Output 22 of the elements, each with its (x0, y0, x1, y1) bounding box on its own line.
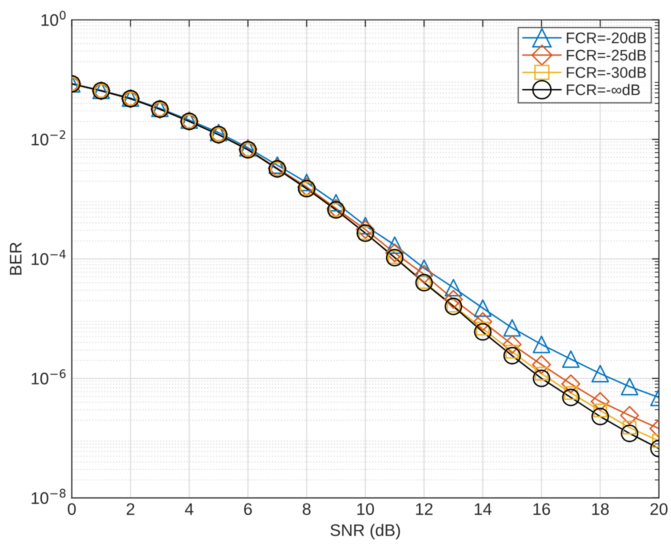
legend-label: FCR=-20dB (566, 32, 646, 44)
legend-label: FCR=-25dB (566, 49, 646, 61)
x-tick-label: 20 (650, 503, 668, 516)
x-tick-label: 4 (184, 503, 194, 515)
y-tick-label: 10$^{−4}$ (32, 250, 66, 265)
x-tick-label: 14 (474, 503, 492, 515)
y-tick-label: 10$^{−2}$ (32, 130, 66, 146)
y-tick-label: 10$^{−8}$ (32, 488, 66, 504)
x-tick-label: 6 (244, 503, 252, 516)
legend-label: FCR=-∞dB (566, 84, 640, 96)
x-tick-label: 16 (534, 503, 550, 516)
y-tick-label: 10$^{0}$ (42, 10, 66, 26)
legend-label: FCR=-30dB (566, 66, 646, 78)
y-axis-title: BER (10, 242, 22, 275)
x-tick-label: 8 (302, 503, 311, 516)
x-tick-label: 2 (126, 503, 134, 515)
x-tick-label: 12 (416, 503, 433, 515)
y-tick-label: 10$^{−6}$ (32, 369, 66, 384)
x-tick-label: 18 (592, 503, 609, 516)
x-tick-label: 10 (357, 503, 374, 516)
x-axis-title: SNR (dB) (330, 524, 400, 540)
x-tick-label: 0 (68, 503, 76, 516)
